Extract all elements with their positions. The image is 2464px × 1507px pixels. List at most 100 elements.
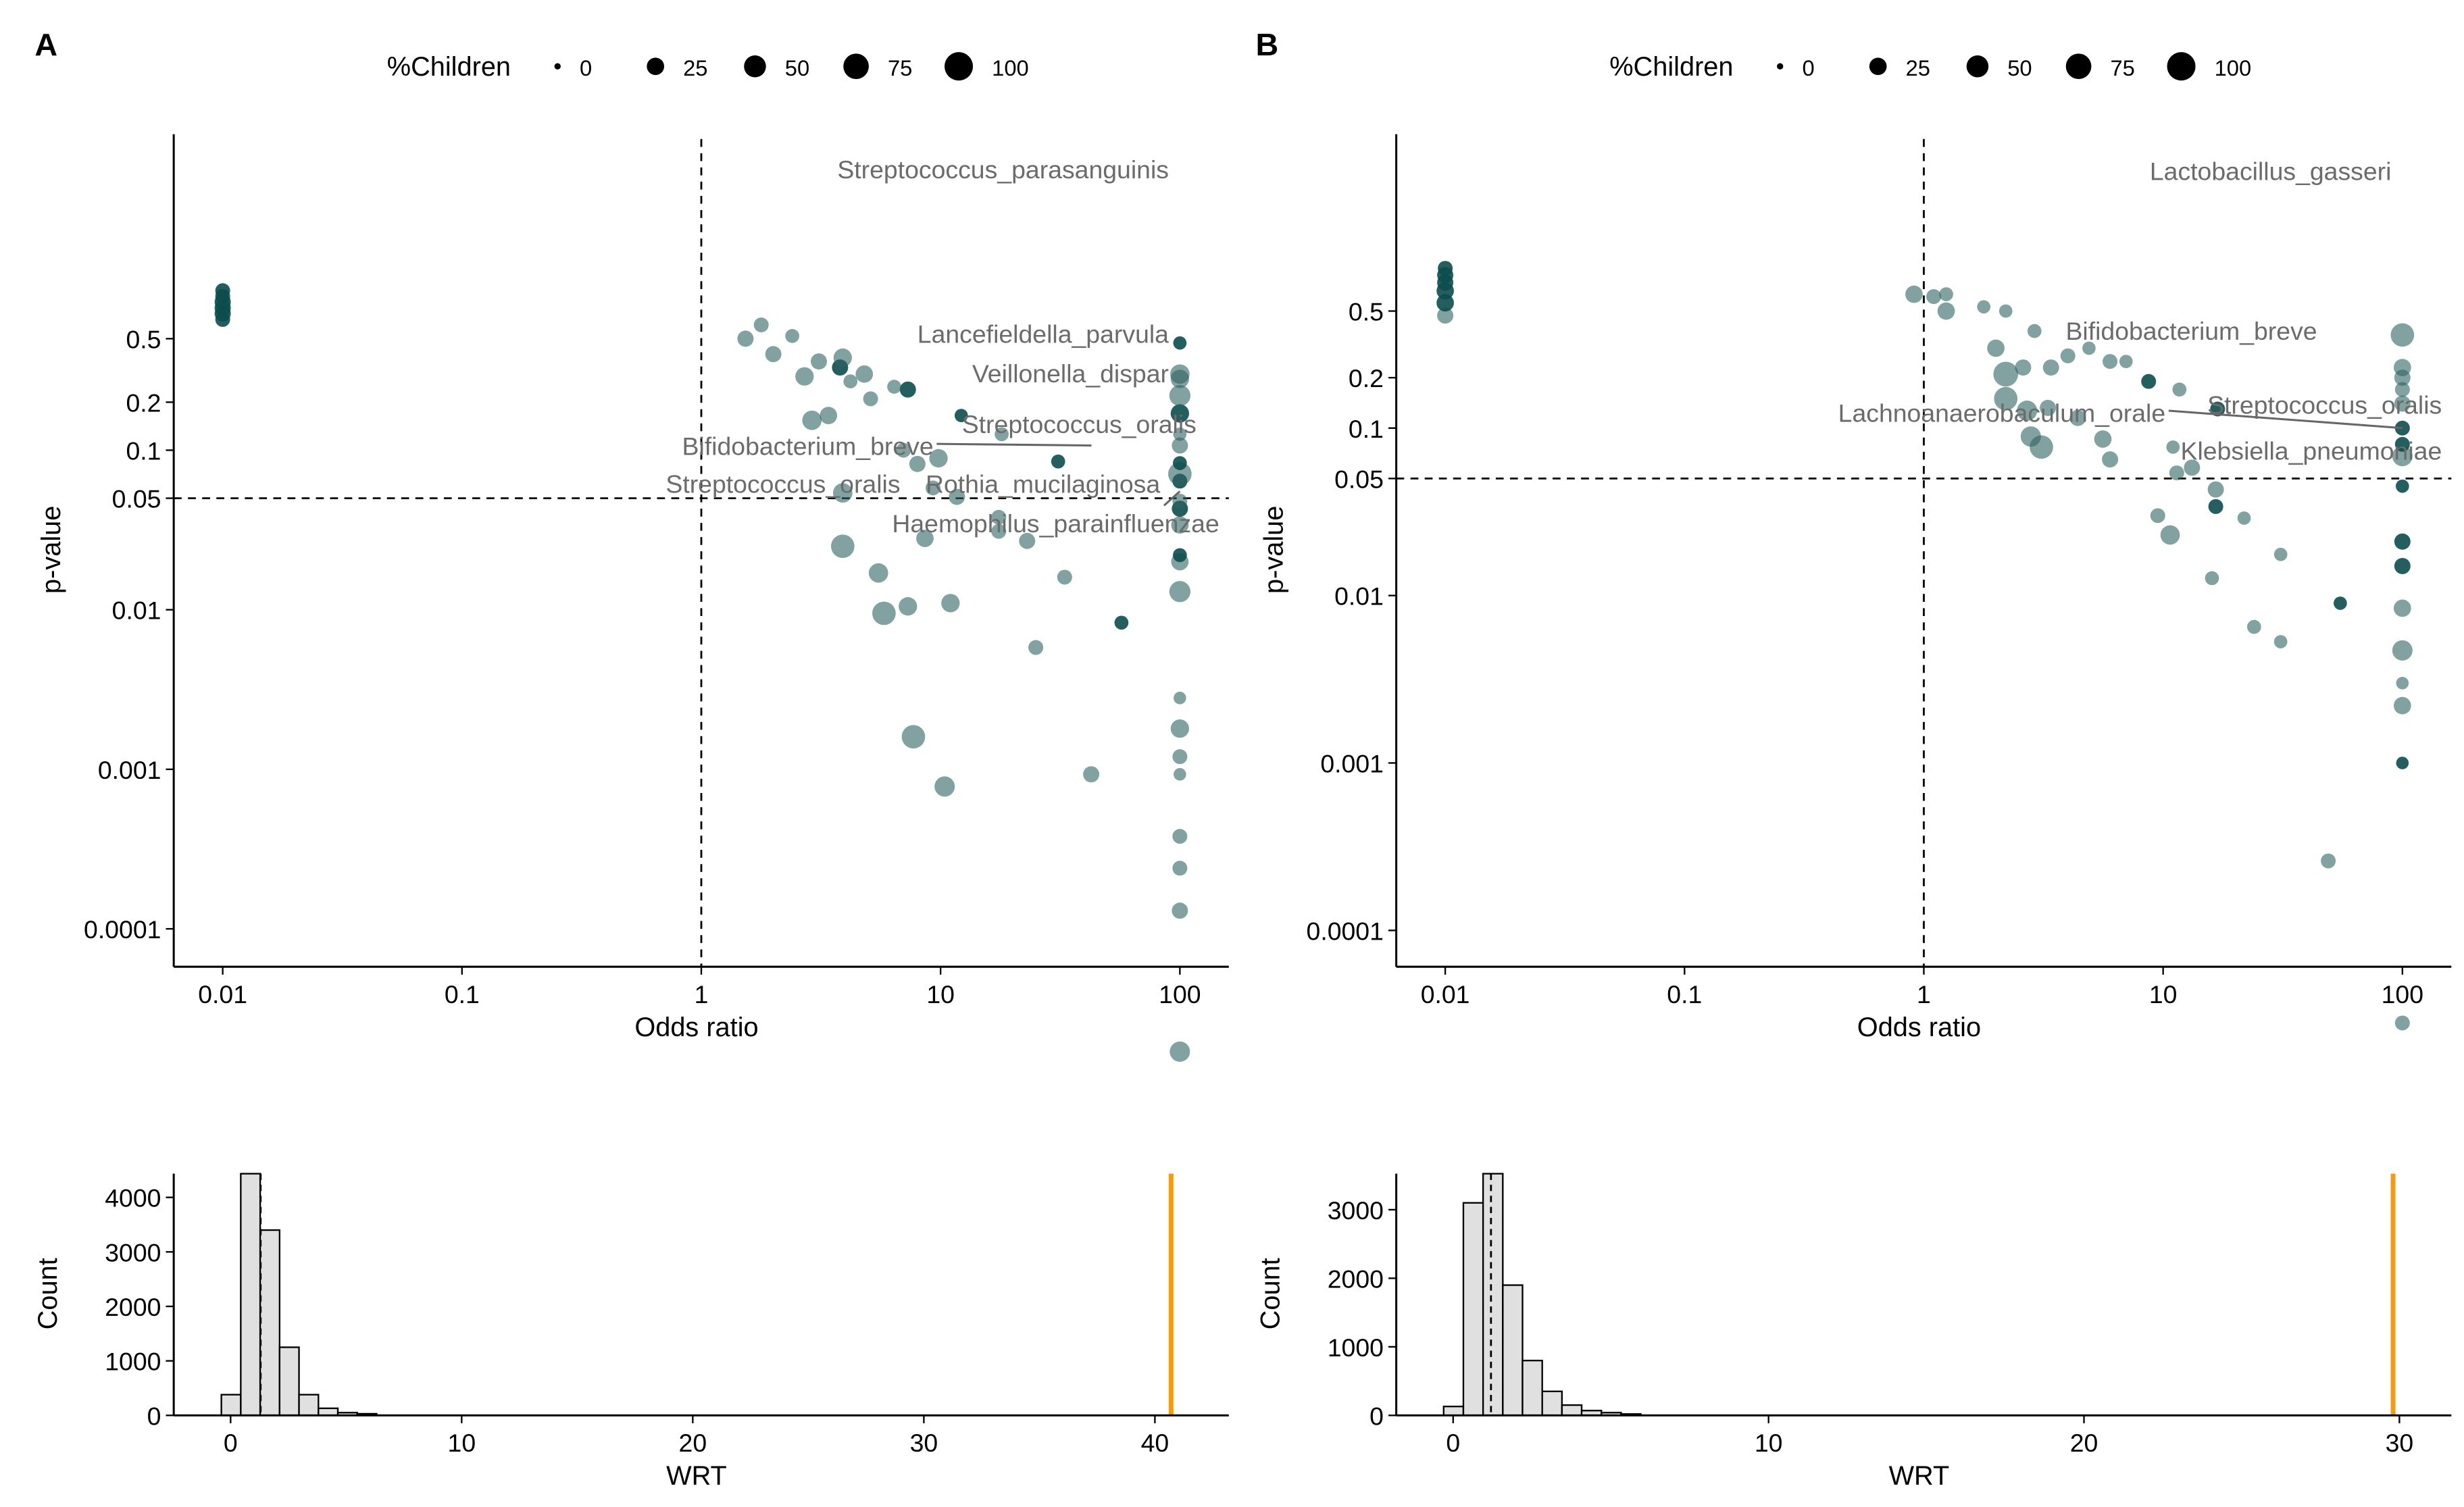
y-axis-title: Count: [1256, 1258, 1286, 1329]
data-point: [1172, 749, 1188, 765]
data-point: [2273, 547, 2288, 561]
data-point: [2205, 571, 2219, 586]
data-point: [2246, 619, 2261, 634]
data-point: [991, 509, 1007, 525]
label-leader-line: [936, 442, 1092, 446]
data-point: [1174, 691, 1186, 705]
data-point: [1169, 384, 1191, 407]
data-point: [941, 594, 960, 613]
data-point: [2393, 599, 2411, 617]
x-tick-label: 20: [2070, 1429, 2098, 1457]
data-point: [2103, 354, 2118, 369]
data-point: [2394, 382, 2410, 397]
y-tick-label: 1000: [105, 1348, 161, 1376]
legend-size-marker: [1777, 63, 1784, 70]
species-label: Streptococcus_parasanguinis: [837, 155, 1169, 184]
data-point: [1083, 766, 1100, 783]
species-label: Klebsiella_pneumoniae: [2181, 437, 2442, 465]
legend-size-label: 0: [580, 55, 592, 80]
data-point: [1939, 287, 1953, 301]
data-point: [1173, 427, 1187, 441]
data-point: [855, 365, 874, 383]
species-label: Rothia_mucilaginosa: [926, 470, 1160, 499]
x-tick-label: 40: [1141, 1429, 1170, 1457]
legend-size-marker: [2065, 53, 2092, 80]
species-label: Streptococcus_oralis: [2207, 391, 2442, 419]
legend-size-marker: [554, 63, 561, 70]
species-label: Veillonella_dispar: [972, 359, 1169, 388]
data-point: [1169, 581, 1191, 603]
x-axis-title: Odds ratio: [634, 1013, 758, 1042]
y-tick-label: 0: [147, 1402, 161, 1430]
y-tick-label: 0.05: [1334, 465, 1384, 493]
data-point: [820, 407, 838, 424]
y-tick-label: 0.001: [1320, 750, 1384, 778]
data-point: [215, 283, 230, 299]
data-point: [1905, 285, 1923, 303]
legend-size-marker: [744, 55, 766, 78]
x-tick-label: 100: [2382, 980, 2423, 1008]
histogram-bar: [1482, 1173, 1504, 1416]
y-tick-label: 0.5: [126, 325, 161, 353]
data-point: [991, 523, 1007, 539]
data-point: [925, 480, 941, 496]
data-point: [887, 380, 901, 394]
data-point: [2392, 640, 2413, 661]
species-label: Streptococcus_oralis: [962, 410, 1197, 438]
data-point: [872, 601, 896, 625]
data-point: [1172, 493, 1188, 509]
data-point: [2082, 341, 2096, 355]
data-point: [2394, 557, 2411, 574]
legend-size-marker: [843, 53, 869, 80]
y-tick-label: 2000: [105, 1293, 161, 1321]
data-point: [1019, 532, 1036, 549]
data-point: [802, 410, 822, 430]
y-tick-label: 0.01: [1334, 582, 1384, 611]
y-tick-label: 4000: [105, 1184, 161, 1212]
y-tick-label: 0.1: [1349, 415, 1384, 443]
histogram-bar: [298, 1394, 320, 1416]
species-label: Lactobacillus_gasseri: [2150, 157, 2392, 186]
data-point: [1436, 294, 1454, 312]
data-point: [1926, 289, 1942, 305]
data-point: [1114, 615, 1129, 630]
data-point: [1993, 361, 2019, 387]
x-tick-label: 10: [2149, 980, 2178, 1008]
data-point: [2015, 359, 2032, 376]
y-tick-label: 0.2: [126, 388, 161, 417]
legend-size-label: 0: [1802, 55, 1814, 80]
y-tick-label: 0.0001: [84, 915, 161, 944]
data-point: [1998, 304, 2013, 318]
data-point: [1170, 369, 1189, 388]
data-point: [1057, 569, 1072, 585]
data-point: [1170, 1041, 1190, 1062]
data-point: [2210, 401, 2226, 417]
data-point: [2160, 525, 2180, 545]
legend-size-marker: [1869, 57, 1887, 76]
y-axis-title: Count: [33, 1258, 63, 1329]
data-point: [949, 488, 965, 505]
data-point: [1172, 829, 1188, 844]
data-point: [1994, 386, 2018, 411]
x-tick-label: 0.1: [1667, 980, 1702, 1008]
label-leader-line: [2168, 409, 2403, 430]
legend-size-label: 50: [2007, 55, 2032, 80]
data-point: [1171, 516, 1189, 534]
data-point: [1173, 456, 1187, 470]
y-tick-label: 0.1: [126, 437, 161, 465]
panel-label-a: A: [34, 27, 57, 62]
data-point: [2027, 324, 2042, 338]
y-tick-label: 0.001: [98, 756, 161, 784]
data-point: [811, 353, 828, 370]
legend-size-marker: [2167, 52, 2196, 81]
x-tick-label: 0.01: [1421, 980, 1470, 1008]
panel-label-b: B: [1256, 27, 1279, 62]
data-point: [753, 317, 769, 333]
x-axis-title: WRT: [1889, 1461, 1950, 1491]
data-point: [868, 563, 888, 583]
data-point: [2042, 359, 2059, 376]
y-tick-label: 0.0001: [1307, 917, 1384, 945]
legend-size-marker: [1966, 55, 1989, 78]
data-point: [2394, 533, 2411, 550]
